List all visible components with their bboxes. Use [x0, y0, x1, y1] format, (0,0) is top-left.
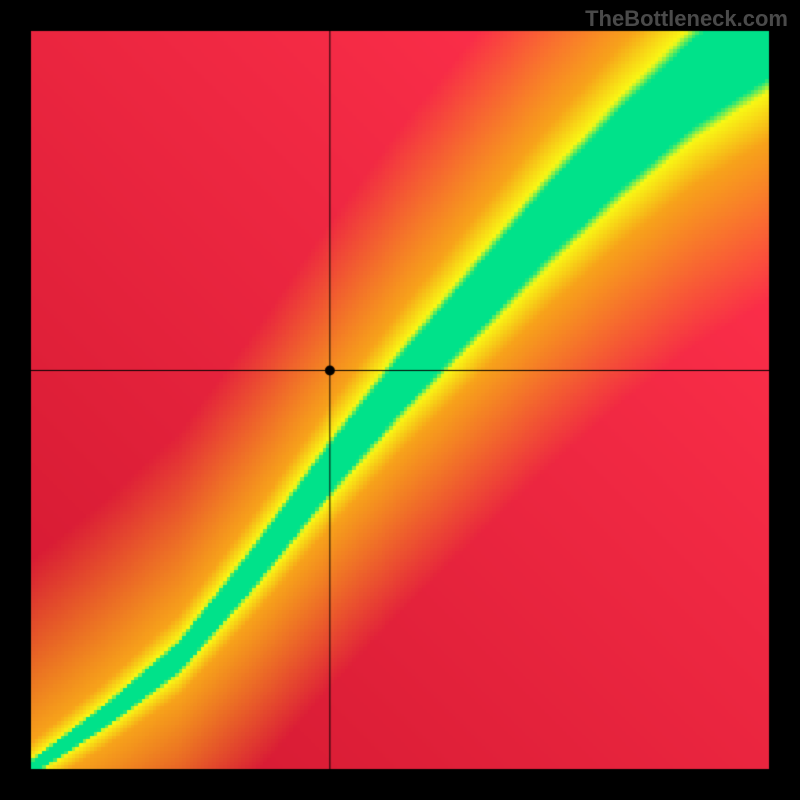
watermark-text: TheBottleneck.com [585, 6, 788, 32]
bottleneck-heatmap [0, 0, 800, 800]
chart-container: TheBottleneck.com [0, 0, 800, 800]
